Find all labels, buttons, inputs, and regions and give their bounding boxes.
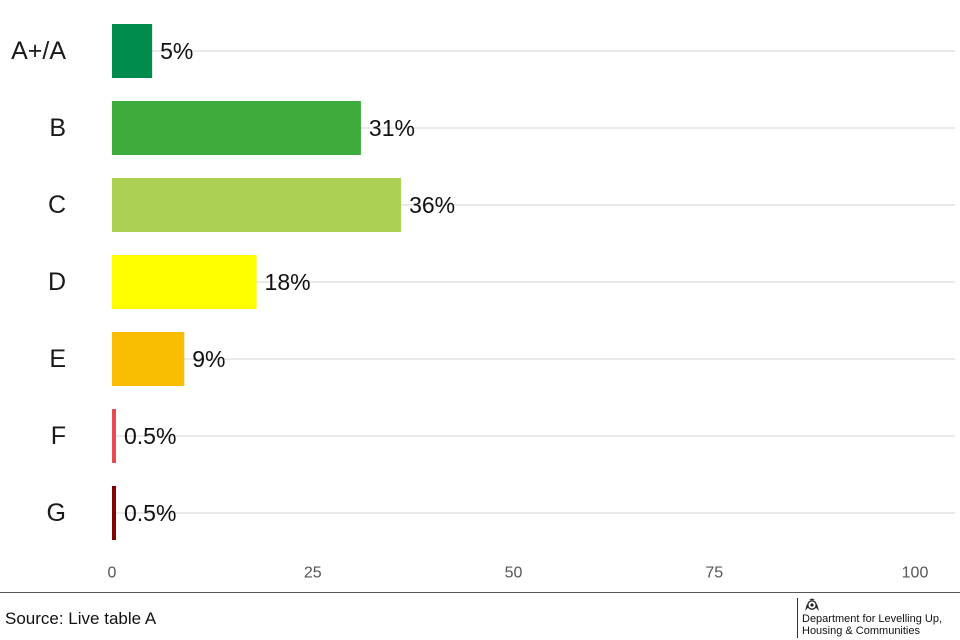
department-logo: Department for Levelling Up, Housing & C… xyxy=(797,598,957,638)
x-tick-label: 100 xyxy=(902,565,929,582)
source-note: Source: Live table A xyxy=(5,609,157,628)
x-tick-label: 50 xyxy=(505,565,523,582)
category-label: B xyxy=(49,114,66,142)
category-label: D xyxy=(48,268,66,296)
bar xyxy=(112,486,117,540)
value-label: 18% xyxy=(265,269,311,295)
x-tick-label: 0 xyxy=(108,565,117,582)
category-label: E xyxy=(49,345,66,373)
bar-chart: A+/A 5% B 31% C 36% D 18% E 9% F 0.5% G 0.5% 0 25 50 75 10… xyxy=(11,24,955,582)
x-tick-label: 25 xyxy=(304,565,322,582)
department-name: Department for Levelling Up, Housing & C… xyxy=(802,613,942,637)
footer-divider xyxy=(0,592,960,593)
category-label: C xyxy=(48,191,66,219)
category-label: F xyxy=(51,422,66,450)
value-label: 36% xyxy=(409,192,455,218)
value-label: 9% xyxy=(192,346,225,372)
bar xyxy=(112,178,402,232)
category-label: G xyxy=(47,499,66,527)
bar xyxy=(112,409,117,463)
category-label: A+/A xyxy=(11,37,66,65)
bar xyxy=(112,101,361,155)
department-name-line-1: Department for Levelling Up, xyxy=(802,613,943,625)
bar xyxy=(112,255,257,309)
value-label: 0.5% xyxy=(124,423,176,449)
royal-crest-icon xyxy=(805,598,819,611)
department-name-line-2: Housing & Communities xyxy=(802,625,920,637)
value-label: 5% xyxy=(160,38,193,64)
bar xyxy=(112,332,185,386)
bar xyxy=(112,24,153,78)
x-tick-label: 75 xyxy=(705,565,723,582)
logo-divider xyxy=(797,598,798,638)
value-label: 0.5% xyxy=(124,500,176,526)
value-label: 31% xyxy=(369,115,415,141)
